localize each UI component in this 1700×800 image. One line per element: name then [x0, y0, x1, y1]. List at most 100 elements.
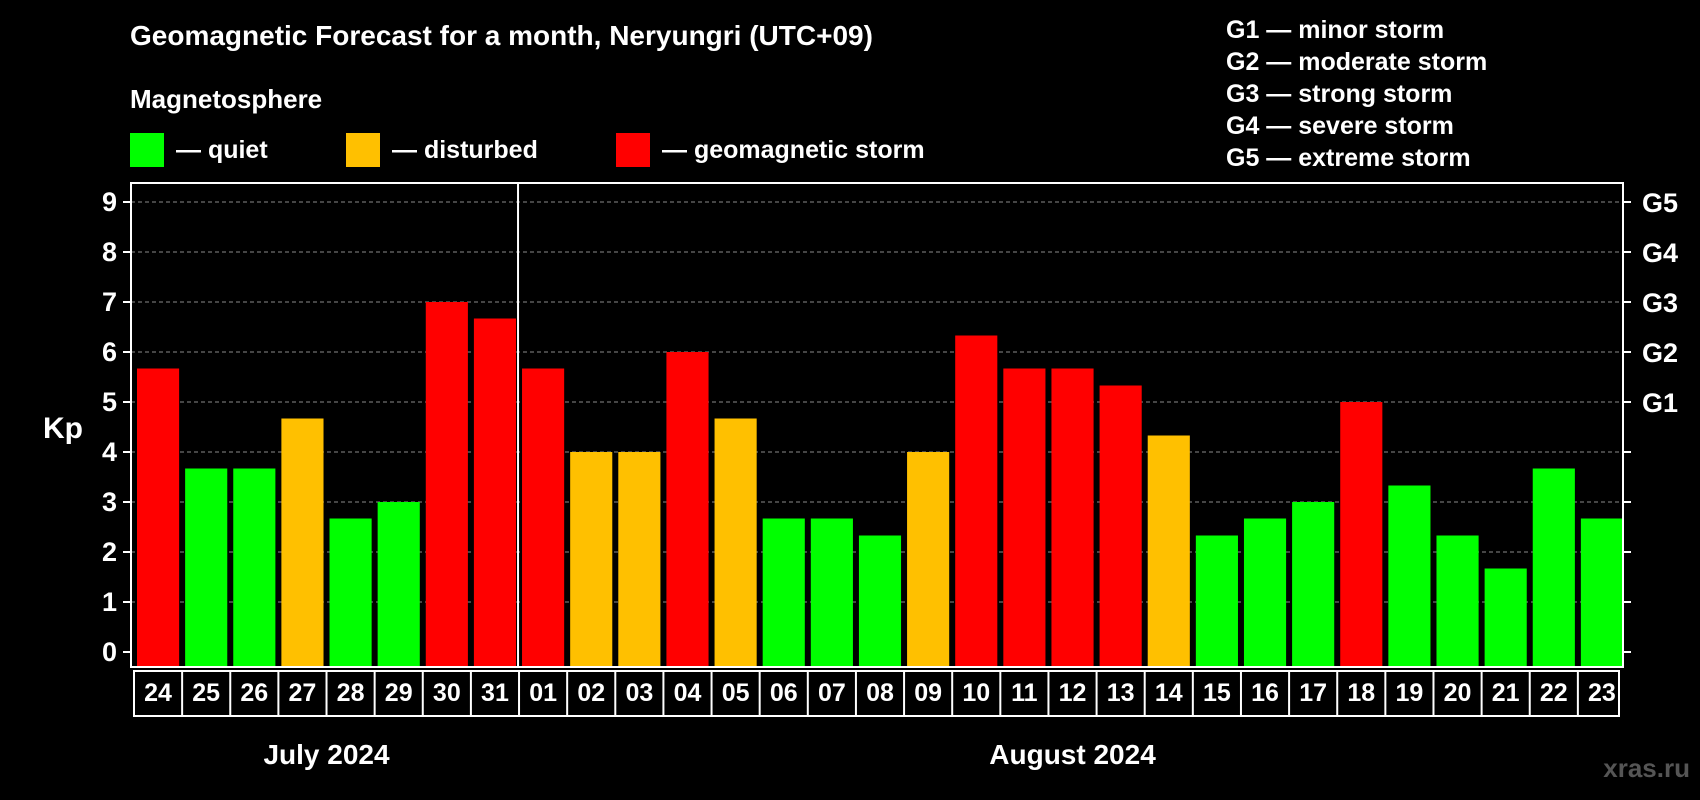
g-scale-tick-label: G5: [1642, 188, 1678, 218]
y-tick-label: 0: [102, 637, 117, 667]
scale-g4: G4 — severe storm: [1226, 112, 1454, 140]
bar-13: [1099, 385, 1142, 667]
bar-06: [762, 518, 805, 667]
bar-27: [281, 418, 324, 667]
x-tick-label: 03: [625, 679, 653, 707]
scale-g5: G5 — extreme storm: [1226, 144, 1471, 172]
bar-24: [137, 368, 180, 667]
x-tick-label: 17: [1299, 679, 1327, 707]
bar-14: [1147, 435, 1190, 667]
scale-g1: G1 — minor storm: [1226, 16, 1445, 44]
x-tick-label: 11: [1011, 679, 1038, 707]
y-tick-label: 6: [102, 337, 117, 367]
y-tick-label: 9: [102, 187, 117, 217]
x-tick-label: 23: [1588, 679, 1616, 707]
bar-07: [810, 518, 853, 667]
bar-23: [1580, 518, 1623, 667]
y-tick-label: 4: [102, 437, 117, 467]
y-tick-label: 1: [102, 587, 117, 617]
bar-03: [618, 452, 661, 667]
x-tick-label: 19: [1396, 679, 1424, 707]
x-tick-label: 02: [577, 679, 605, 707]
legend-item-quiet: — quiet: [130, 133, 268, 167]
x-tick-label: 12: [1059, 679, 1087, 707]
bar-05: [714, 418, 757, 667]
bar-01: [522, 368, 565, 667]
bar-08: [858, 535, 902, 667]
y-tick-label: 2: [102, 537, 117, 567]
legend-label-quiet: — quiet: [176, 135, 268, 164]
x-tick-label: 09: [914, 679, 942, 707]
bar-31: [473, 318, 517, 667]
x-tick-label: 15: [1203, 679, 1231, 707]
plot-frame: [130, 182, 1624, 668]
x-tick-label: 21: [1492, 679, 1520, 707]
bar-22: [1532, 468, 1575, 667]
chart-title: Geomagnetic Forecast for a month, Neryun…: [130, 20, 873, 51]
x-tick-label: 16: [1251, 679, 1279, 707]
y-tick-label: 3: [102, 487, 117, 517]
x-tick-label: 26: [240, 679, 268, 707]
x-tick-label: 30: [433, 679, 461, 707]
legend-subtitle: Magnetosphere: [130, 84, 323, 114]
legend-swatch-storm: [616, 133, 650, 167]
bar-20: [1436, 535, 1479, 667]
x-tick-label: 13: [1107, 679, 1135, 707]
x-tick-label: 18: [1347, 679, 1375, 707]
g-scale-tick-label: G4: [1642, 238, 1678, 268]
y-tick-label: 7: [102, 287, 117, 317]
month-label: July 2024: [263, 739, 390, 770]
bar-16: [1243, 518, 1287, 667]
legend-swatch-disturbed: [346, 133, 380, 167]
x-tick-label: 25: [192, 679, 220, 707]
bar-04: [666, 352, 709, 667]
scale-g3: G3 — strong storm: [1226, 80, 1453, 108]
bar-29: [377, 502, 420, 667]
legend-label-storm: — geomagnetic storm: [662, 135, 925, 164]
x-tick-label: 14: [1155, 679, 1183, 707]
x-tick-label: 05: [722, 679, 750, 707]
x-tick-label: 31: [481, 679, 509, 707]
x-tick-label: 20: [1444, 679, 1472, 707]
x-tick-label: 27: [289, 679, 317, 707]
storm-scale-legend: G1 — minor storm G2 — moderate storm G3 …: [1226, 14, 1487, 174]
bar-30: [425, 302, 468, 667]
y-tick-label: 8: [102, 237, 117, 267]
bar-18: [1340, 402, 1383, 667]
y-axis-label: Kp: [43, 412, 83, 445]
y-tick-label: 5: [102, 387, 117, 417]
x-tick-label: 24: [144, 679, 172, 707]
g-scale-tick-label: G3: [1642, 288, 1678, 318]
x-tick-label: 01: [529, 679, 557, 707]
x-tick-label: 10: [962, 679, 990, 707]
bar-09: [907, 452, 950, 667]
x-tick-label: 29: [385, 679, 413, 707]
bar-02: [570, 452, 613, 667]
bar-25: [185, 468, 228, 667]
x-tick-label: 22: [1540, 679, 1568, 707]
bar-21: [1484, 568, 1527, 667]
bar-10: [955, 335, 998, 667]
date-axis-frame: [133, 670, 1620, 717]
legend-item-storm: — geomagnetic storm: [616, 133, 925, 167]
bar-11: [1003, 368, 1046, 667]
bar-19: [1388, 485, 1431, 667]
bar-17: [1292, 502, 1335, 667]
legend-item-disturbed: — disturbed: [346, 133, 538, 167]
month-label: August 2024: [989, 739, 1156, 770]
x-tick-label: 04: [674, 679, 702, 707]
scale-g2: G2 — moderate storm: [1226, 48, 1488, 76]
bar-28: [329, 518, 372, 667]
x-tick-label: 06: [770, 679, 798, 707]
bar-26: [233, 468, 276, 667]
x-tick-label: 07: [818, 679, 846, 707]
watermark: xras.ru: [1603, 753, 1690, 783]
g-scale-tick-label: G2: [1642, 338, 1678, 368]
x-tick-label: 28: [337, 679, 365, 707]
g-scale-tick-label: G1: [1642, 388, 1678, 418]
bar-12: [1051, 368, 1094, 667]
legend-swatch-quiet: [130, 133, 164, 167]
x-tick-label: 08: [866, 679, 894, 707]
bar-15: [1195, 535, 1238, 667]
